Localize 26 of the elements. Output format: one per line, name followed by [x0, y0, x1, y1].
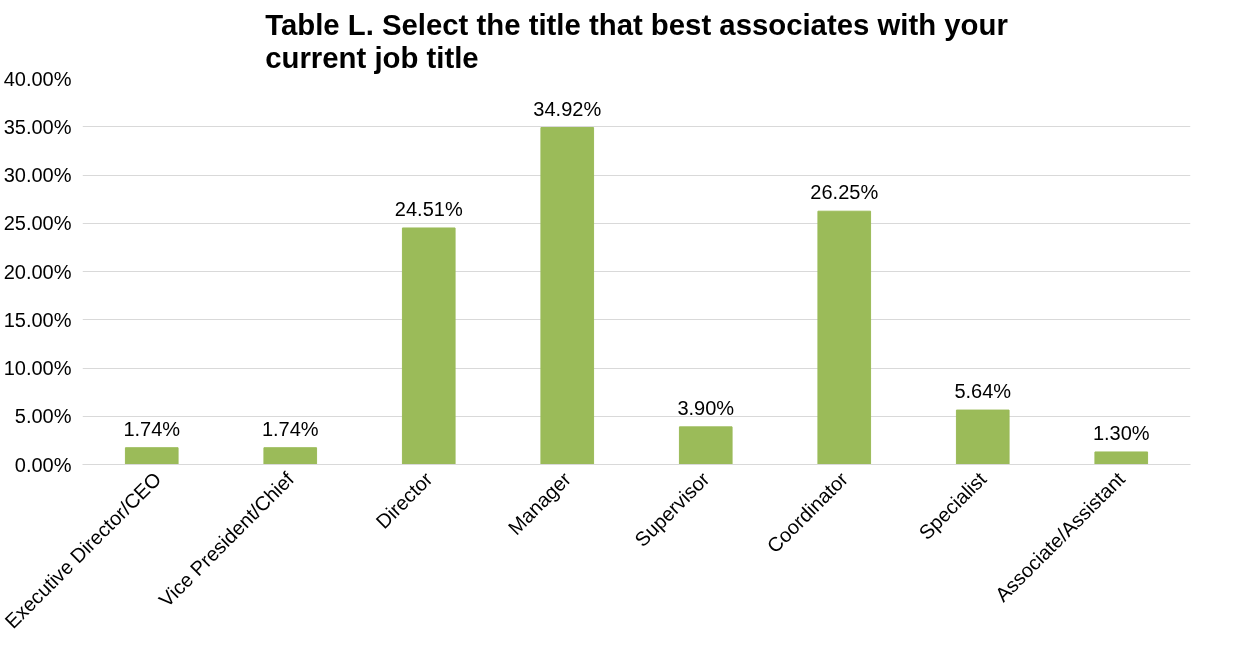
data-label: 24.51% [394, 197, 463, 220]
bar [401, 227, 456, 465]
y-tick-label: 40.00% [3, 67, 72, 90]
y-tick-label: 5.00% [14, 405, 72, 428]
data-label: 3.90% [677, 396, 735, 419]
y-tick-label: 25.00% [3, 212, 72, 235]
data-label: 1.30% [1092, 421, 1150, 444]
data-label: 5.64% [954, 380, 1012, 403]
bar [1094, 451, 1149, 465]
chart-title: Table L. Select the title that best associates with your current job title [265, 7, 1008, 74]
data-label: 1.74% [123, 417, 181, 440]
data-label: 1.74% [261, 417, 319, 440]
bar [678, 426, 733, 465]
y-tick-label: 35.00% [3, 115, 72, 138]
bar [955, 409, 1010, 465]
y-tick-label: 30.00% [3, 164, 72, 186]
data-label: 34.92% [533, 97, 602, 120]
y-tick-label: 0.00% [14, 453, 72, 476]
y-tick-label: 15.00% [3, 308, 72, 331]
y-tick-label: 20.00% [3, 260, 72, 283]
bar [263, 447, 318, 465]
bar [124, 447, 179, 465]
data-label: 26.25% [810, 181, 879, 204]
bar [817, 210, 872, 465]
bar [540, 127, 595, 465]
y-tick-label: 10.00% [3, 357, 72, 379]
